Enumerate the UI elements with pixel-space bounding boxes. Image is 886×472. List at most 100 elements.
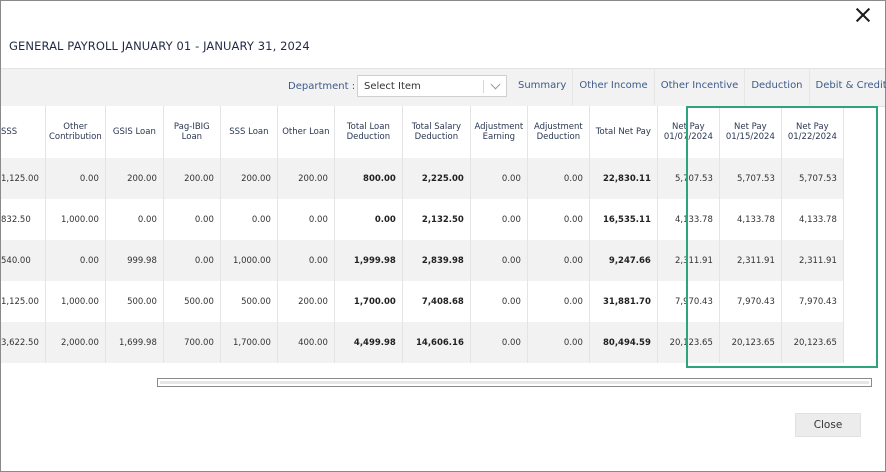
table-cell: 5,707.53 bbox=[657, 158, 720, 199]
table-cell: 1,000.00 bbox=[220, 240, 278, 281]
table-cell: 0.00 bbox=[277, 240, 335, 281]
column-header: SSS bbox=[1, 106, 46, 158]
table-cell: 2,311.91 bbox=[719, 240, 782, 281]
payroll-table: SSS Other Contribution GSIS Loan Pag-IBIG L… bbox=[1, 106, 844, 363]
table-row[interactable]: 3,622.50 2,000.00 1,699.98 700.00 1,700.00 40… bbox=[1, 322, 844, 363]
table-cell: 0.00 bbox=[277, 199, 335, 240]
table-cell: 2,132.50 bbox=[402, 199, 471, 240]
column-header: Pag-IBIG Loan bbox=[163, 106, 221, 158]
department-select-value: Select Item bbox=[364, 81, 421, 92]
table-cell: 9,247.66 bbox=[589, 240, 658, 281]
tab-other-incentive[interactable]: Other Incentive bbox=[653, 69, 745, 105]
table-cell: 0.00 bbox=[470, 240, 528, 281]
table-cell: 0.00 bbox=[527, 281, 590, 322]
table-cell: 22,830.11 bbox=[589, 158, 658, 199]
column-header: Total Net Pay bbox=[589, 106, 658, 158]
column-header: Adjustment Earning bbox=[470, 106, 528, 158]
divider bbox=[1, 68, 885, 69]
table-cell: 1,000.00 bbox=[45, 281, 106, 322]
column-header: Net Pay 01/15/2024 bbox=[719, 106, 782, 158]
table-cell: 5,707.53 bbox=[719, 158, 782, 199]
tab-deduction[interactable]: Deduction bbox=[744, 69, 808, 105]
table-cell: 2,839.98 bbox=[402, 240, 471, 281]
close-button[interactable]: Close bbox=[795, 413, 861, 437]
table-cell: 500.00 bbox=[105, 281, 164, 322]
table-cell: 1,700.00 bbox=[334, 281, 403, 322]
table-cell: 2,000.00 bbox=[45, 322, 106, 363]
scrollbar-thumb[interactable] bbox=[160, 381, 869, 384]
toolbar: Department : Select Item Summary Other I… bbox=[1, 69, 886, 107]
table-cell: 7,970.43 bbox=[781, 281, 844, 322]
close-icon[interactable] bbox=[853, 5, 873, 25]
table-cell: 4,133.78 bbox=[781, 199, 844, 240]
table-cell: 14,606.16 bbox=[402, 322, 471, 363]
table-cell: 832.50 bbox=[1, 199, 46, 240]
dialog-title: GENERAL PAYROLL JANUARY 01 - JANUARY 31,… bbox=[9, 39, 310, 53]
table-cell: 500.00 bbox=[163, 281, 221, 322]
table-cell: 200.00 bbox=[277, 158, 335, 199]
table-cell: 0.00 bbox=[470, 322, 528, 363]
table-cell: 200.00 bbox=[277, 281, 335, 322]
tab-summary[interactable]: Summary bbox=[518, 80, 567, 91]
table-row[interactable]: 832.50 1,000.00 0.00 0.00 0.00 0.00 0.00 2,132.… bbox=[1, 199, 844, 240]
column-header: Total Salary Deduction bbox=[402, 106, 471, 158]
table-cell: 0.00 bbox=[527, 158, 590, 199]
table-cell: 2,311.91 bbox=[657, 240, 720, 281]
table-cell: 0.00 bbox=[163, 199, 221, 240]
table-cell: 4,499.98 bbox=[334, 322, 403, 363]
table-cell: 0.00 bbox=[527, 322, 590, 363]
department-label: Department : bbox=[288, 81, 356, 92]
table-cell: 400.00 bbox=[277, 322, 335, 363]
table-cell: 200.00 bbox=[163, 158, 221, 199]
table-cell: 16,535.11 bbox=[589, 199, 658, 240]
horizontal-scrollbar[interactable] bbox=[157, 378, 872, 387]
table-cell: 1,000.00 bbox=[45, 199, 106, 240]
table-cell: 1,125.00 bbox=[1, 158, 46, 199]
table-cell: 4,133.78 bbox=[657, 199, 720, 240]
table-cell: 3,622.50 bbox=[1, 322, 46, 363]
table-cell: 0.00 bbox=[163, 240, 221, 281]
column-header: Net Pay 01/22/2024 bbox=[781, 106, 844, 158]
table-cell: 20,123.65 bbox=[781, 322, 844, 363]
table-cell: 2,311.91 bbox=[781, 240, 844, 281]
table-cell: 540.00 bbox=[1, 240, 46, 281]
table-cell: 0.00 bbox=[527, 199, 590, 240]
column-header: Total Loan Deduction bbox=[334, 106, 403, 158]
tab-debit-credit[interactable]: Debit & Credit bbox=[808, 69, 886, 105]
chevron-down-icon[interactable] bbox=[490, 79, 501, 90]
select-separator bbox=[483, 80, 484, 93]
table-cell: 0.00 bbox=[220, 199, 278, 240]
table-cell: 0.00 bbox=[105, 199, 164, 240]
table-cell: 2,225.00 bbox=[402, 158, 471, 199]
table-row[interactable]: 540.00 0.00 999.98 0.00 1,000.00 0.00 1,999.98… bbox=[1, 240, 844, 281]
table-cell: 1,999.98 bbox=[334, 240, 403, 281]
table-cell: 1,700.00 bbox=[220, 322, 278, 363]
column-header: Adjustment Deduction bbox=[527, 106, 590, 158]
table-cell: 800.00 bbox=[334, 158, 403, 199]
table-cell: 0.00 bbox=[45, 240, 106, 281]
table-row[interactable]: 1,125.00 0.00 200.00 200.00 200.00 200.00 800.… bbox=[1, 158, 844, 199]
table-cell: 0.00 bbox=[334, 199, 403, 240]
column-header: SSS Loan bbox=[220, 106, 278, 158]
table-cell: 0.00 bbox=[527, 240, 590, 281]
table-cell: 7,970.43 bbox=[719, 281, 782, 322]
table-cell: 1,699.98 bbox=[105, 322, 164, 363]
table-cell: 200.00 bbox=[105, 158, 164, 199]
table-cell: 31,881.70 bbox=[589, 281, 658, 322]
table-cell: 0.00 bbox=[470, 158, 528, 199]
table-cell: 200.00 bbox=[220, 158, 278, 199]
column-header: Other Loan bbox=[277, 106, 335, 158]
column-header: GSIS Loan bbox=[105, 106, 164, 158]
table-cell: 700.00 bbox=[163, 322, 221, 363]
table-header-row: SSS Other Contribution GSIS Loan Pag-IBIG L… bbox=[1, 106, 844, 158]
table-cell: 20,123.65 bbox=[719, 322, 782, 363]
column-header: Net Pay 01/07/2024 bbox=[657, 106, 720, 158]
table-cell: 4,133.78 bbox=[719, 199, 782, 240]
table-cell: 500.00 bbox=[220, 281, 278, 322]
department-select[interactable]: Select Item bbox=[357, 75, 507, 97]
table-cell: 80,494.59 bbox=[589, 322, 658, 363]
tab-other-income[interactable]: Other Income bbox=[572, 69, 653, 105]
column-header: Other Contribution bbox=[45, 106, 106, 158]
table-row[interactable]: 1,125.00 1,000.00 500.00 500.00 500.00 200.00… bbox=[1, 281, 844, 322]
payroll-grid: SSS Other Contribution GSIS Loan Pag-IBIG L… bbox=[1, 106, 879, 368]
